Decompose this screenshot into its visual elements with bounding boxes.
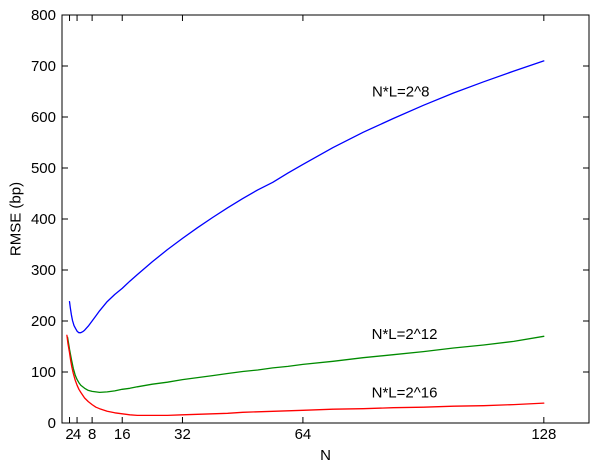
x-tick-label: 64 bbox=[295, 426, 312, 443]
y-tick-label: 0 bbox=[48, 415, 56, 432]
x-tick-label: 16 bbox=[114, 426, 131, 443]
x-tick-label: 128 bbox=[531, 426, 556, 443]
x-tick-label: 8 bbox=[88, 426, 96, 443]
curve-label: N*L=2^8 bbox=[372, 84, 430, 101]
y-tick-label: 400 bbox=[31, 211, 56, 228]
y-tick-label: 200 bbox=[31, 313, 56, 330]
x-axis-label: N bbox=[320, 447, 331, 464]
y-tick-label: 600 bbox=[31, 109, 56, 126]
x-tick-label: 2 bbox=[65, 426, 73, 443]
y-axis-label: RMSE (bp) bbox=[7, 181, 25, 257]
series-line-NxL-2pow8 bbox=[68, 60, 545, 334]
y-tick-label: 700 bbox=[31, 58, 56, 75]
series-line-NxL-2pow16 bbox=[66, 334, 545, 417]
series-line-NxL-2pow12 bbox=[66, 335, 545, 394]
x-tick-label: 32 bbox=[174, 426, 191, 443]
x-tick-label: 4 bbox=[73, 426, 81, 443]
curve-label: N*L=2^16 bbox=[372, 384, 438, 401]
y-tick-label: 800 bbox=[31, 7, 56, 24]
curve-label: N*L=2^12 bbox=[372, 326, 438, 343]
y-tick-label: 300 bbox=[31, 262, 56, 279]
y-tick-label: 500 bbox=[31, 160, 56, 177]
y-tick-label: 100 bbox=[31, 364, 56, 381]
